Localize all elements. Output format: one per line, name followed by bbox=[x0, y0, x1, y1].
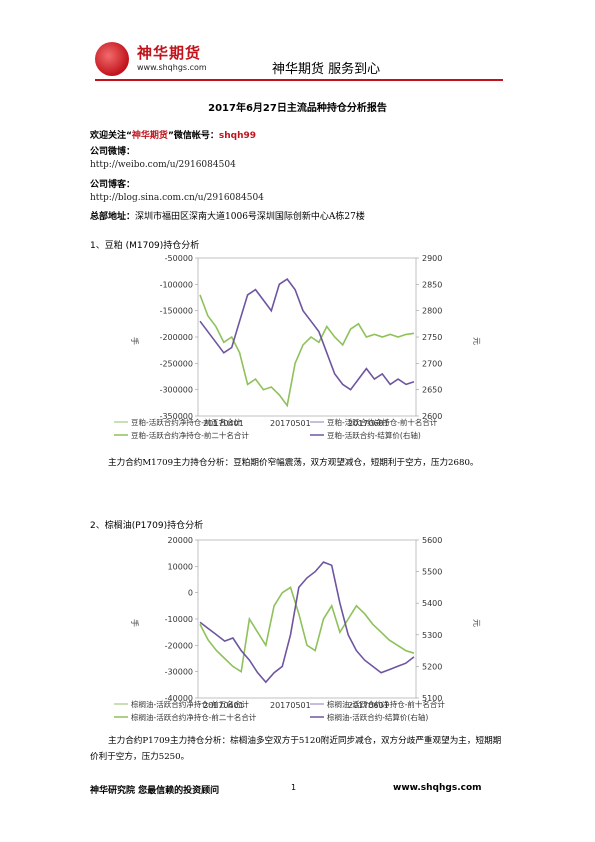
chart-palm-oil-svg: 20000 10000 0 -10000 -20000 -30000 -40000 5600 5… bbox=[114, 536, 481, 722]
report-title: 2017年6月27日主流品种持仓分析报告 bbox=[208, 103, 387, 114]
left-tick-label: -20000 bbox=[165, 641, 193, 650]
right-tick-label: 5500 bbox=[422, 568, 442, 577]
analysis-soymeal: 主力合约M1709主力持仓分析：豆粕期价窄幅震荡，双方观望减仓，短期利于空方，压… bbox=[108, 458, 479, 468]
left-tick-label: 20000 bbox=[168, 536, 193, 545]
y-right-axis-label: 元 bbox=[472, 619, 481, 627]
chart-palm-oil: 20000 10000 0 -10000 -20000 -30000 -40000 5600 5… bbox=[110, 532, 490, 730]
left-tick-label: -100000 bbox=[160, 280, 193, 289]
left-tick-label: -50000 bbox=[165, 254, 193, 263]
legend-label: 豆粕-活跃合约净持仓-前五名合计 bbox=[131, 417, 242, 427]
legend-label: 棕榈油-活跃合约净持仓-前二十名合计 bbox=[131, 712, 257, 722]
left-tick-label: -200000 bbox=[160, 333, 193, 342]
x-tick-label: 20170501 bbox=[270, 701, 311, 710]
blog-label: 公司博客： bbox=[90, 180, 136, 190]
footer-left: 神华研究院 您最信赖的投资顾问 bbox=[90, 786, 220, 796]
plot-frame bbox=[197, 539, 417, 699]
legend-label: 棕榈油-活跃合约净持仓-前五名合计 bbox=[131, 699, 249, 709]
footer-page-number: 1 bbox=[291, 783, 297, 792]
x-tick-label: 20170401 bbox=[203, 701, 244, 710]
welcome-brand: 神华期货 bbox=[131, 131, 168, 141]
address-text: 深圳市福田区深南大道1006号深圳国际创新中心A栋27楼 bbox=[135, 212, 365, 222]
blog-link[interactable]: http://blog.sina.com.cn/u/2916084504 bbox=[90, 193, 264, 203]
y-right-axis-label: 元 bbox=[472, 337, 481, 345]
legend-label: 豆粕-活跃合约-结算价(右轴) bbox=[327, 430, 421, 440]
left-tick-label: -250000 bbox=[160, 359, 193, 368]
chart-soymeal-svg: -50000 -100000 -150000 -200000 -250000 -30000… bbox=[114, 254, 481, 440]
series-line bbox=[199, 586, 415, 674]
right-tick-label: 5600 bbox=[422, 536, 442, 545]
weibo-link[interactable]: http://weibo.com/u/2916084504 bbox=[90, 160, 236, 170]
welcome-line: 欢迎关注“神华期货”微信帐号：shqh99 bbox=[90, 128, 256, 141]
x-tick-label: 20170401 bbox=[203, 419, 244, 428]
y-left-axis-label: 手 bbox=[130, 337, 140, 345]
right-tick-label: 2600 bbox=[422, 412, 442, 421]
left-tick-label: -150000 bbox=[160, 307, 193, 316]
left-tick-label: -30000 bbox=[165, 668, 193, 677]
left-tick-label: 0 bbox=[188, 589, 193, 598]
right-tick-label: 5300 bbox=[422, 631, 442, 640]
footer-website[interactable]: www.shqhgs.com bbox=[393, 783, 482, 793]
header-divider bbox=[95, 79, 503, 81]
right-tick-label: 5200 bbox=[422, 662, 442, 671]
right-tick-label: 2650 bbox=[422, 386, 442, 395]
left-tick-label: -350000 bbox=[160, 412, 193, 421]
right-tick-label: 5400 bbox=[422, 599, 442, 608]
analysis-palm-oil: 主力合约P1709主力持仓分析：棕榈油多空双方于5120附近同步减仓，双方分歧严… bbox=[90, 736, 502, 762]
series-line bbox=[199, 278, 415, 391]
series-line bbox=[199, 561, 415, 684]
legend-label: 棕榈油-活跃合约净持仓-前十名合计 bbox=[327, 699, 445, 709]
x-tick-label: 20170601 bbox=[348, 419, 389, 428]
right-tick-label: 2850 bbox=[422, 280, 442, 289]
address-line: 总部地址：深圳市福田区深南大道1006号深圳国际创新中心A栋27楼 bbox=[90, 209, 365, 222]
series-line bbox=[199, 294, 415, 408]
left-tick-label: 10000 bbox=[168, 562, 193, 571]
x-tick-label: 20170601 bbox=[348, 701, 389, 710]
company-logo: 神华期货 www.shqhgs.com bbox=[95, 40, 210, 78]
left-tick-label: -300000 bbox=[160, 386, 193, 395]
logo-name: 神华期货 bbox=[137, 44, 202, 62]
right-tick-label: 2750 bbox=[422, 333, 442, 342]
right-tick-label: 2900 bbox=[422, 254, 442, 263]
legend-label: 豆粕-活跃合约净持仓-前二十名合计 bbox=[131, 430, 249, 440]
legend-label: 棕榈油-活跃合约-结算价(右轴) bbox=[327, 712, 428, 722]
wechat-account: shqh99 bbox=[218, 131, 256, 141]
x-tick-label: 20170501 bbox=[270, 419, 311, 428]
section-heading-palm-oil: 2、棕榈油(P1709)持仓分析 bbox=[90, 521, 204, 531]
left-tick-label: -40000 bbox=[165, 694, 193, 703]
logo-emblem-icon bbox=[95, 42, 129, 76]
weibo-label: 公司微博： bbox=[90, 147, 136, 157]
section-heading-soymeal: 1、豆粕 (M1709)持仓分析 bbox=[90, 241, 200, 251]
logo-url: www.shqhgs.com bbox=[137, 63, 207, 72]
right-tick-label: 2800 bbox=[422, 307, 442, 316]
address-label: 总部地址： bbox=[90, 212, 136, 222]
header-slogan: 神华期货 服务到心 bbox=[272, 62, 381, 77]
right-tick-label: 2700 bbox=[422, 359, 442, 368]
welcome-mid: ”微信帐号： bbox=[167, 131, 219, 141]
right-tick-label: 5100 bbox=[422, 694, 442, 703]
legend-label: 豆粕-活跃合约净持仓-前十名合计 bbox=[327, 417, 438, 427]
left-tick-label: -10000 bbox=[165, 615, 193, 624]
welcome-prefix: 欢迎关注“ bbox=[90, 131, 132, 141]
y-left-axis-label: 手 bbox=[130, 619, 140, 627]
chart-soymeal: -50000 -100000 -150000 -200000 -250000 -30000… bbox=[110, 250, 490, 448]
